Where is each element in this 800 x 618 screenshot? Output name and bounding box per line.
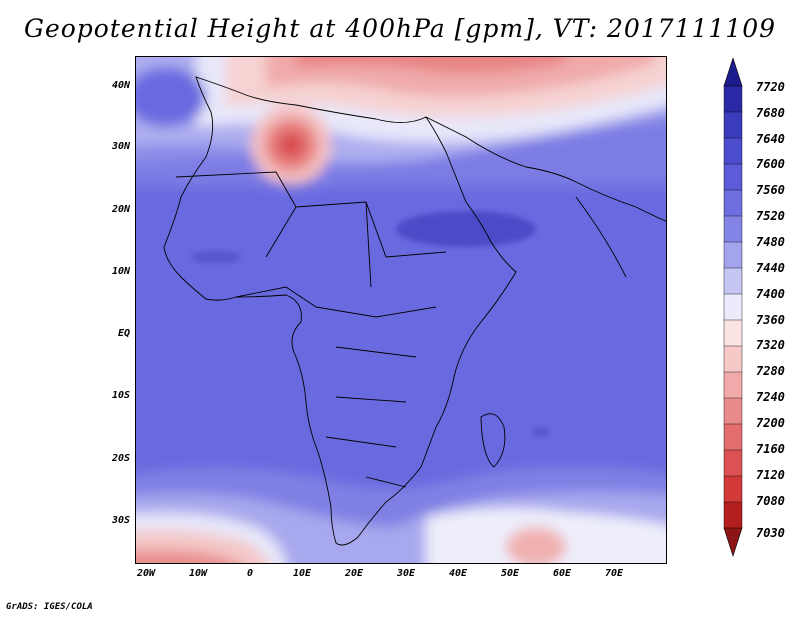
colorbar-label-7320: 7320 [756,338,785,352]
colorbar-label-7200: 7200 [756,416,785,430]
lon-label-70e: 70E [604,568,624,579]
country-borders [175,171,447,488]
field-dark-patches [191,211,549,436]
grads-credit: GrADS: IGES/COLA [6,602,93,612]
colorbar-swatch [723,475,743,503]
lon-label-20w: 20W [136,568,156,579]
colorbar-label-7680: 7680 [756,106,785,120]
colorbar-swatch [723,189,743,217]
colorbar-label-7400: 7400 [756,287,785,301]
geopotential-map [136,57,666,563]
field-south-bands [136,467,666,563]
lon-label-0: 0 [246,568,254,579]
lat-label-20s: 20S [111,453,130,464]
colorbar-label-7160: 7160 [756,442,785,456]
lon-label-30e: 30E [396,568,416,579]
lon-label-60e: 60E [552,568,572,579]
lat-label-40n: 40N [111,80,130,91]
colorbar-label-7640: 7640 [756,132,785,146]
colorbar-swatch [723,241,743,269]
field-north-bands [136,57,666,187]
colorbar-swatch [723,111,743,139]
colorbar-label-7240: 7240 [756,390,785,404]
colorbar-swatch [723,319,743,347]
lat-label-eq: EQ [117,328,130,339]
colorbar-label-7440: 7440 [756,261,785,275]
arabia-coast [425,116,666,222]
colorbar-label-7720: 7720 [756,80,785,94]
lon-label-50e: 50E [500,568,520,579]
india-coast [575,196,627,278]
colorbar-label-7600: 7600 [756,157,785,171]
colorbar-swatch [723,163,743,191]
plot-title: Geopotential Height at 400hPa [gpm], VT:… [23,14,777,43]
colorbar-label-7560: 7560 [756,183,785,197]
colorbar-label-7120: 7120 [756,468,785,482]
lat-label-30s: 30S [111,515,130,526]
africa-outline [163,76,517,546]
colorbar-swatch [723,423,743,451]
colorbar-swatch [723,85,743,113]
lon-label-40e: 40E [448,568,468,579]
madagascar [480,413,506,468]
colorbar-label-7030: 7030 [756,526,785,540]
colorbar-bottom-arrow [723,527,743,557]
colorbar-top-arrow [723,58,743,87]
colorbar-swatch [723,215,743,243]
colorbar-label-7080: 7080 [756,494,785,508]
colorbar-swatch [723,449,743,477]
colorbar-swatch [723,501,743,529]
colorbar-swatch [723,345,743,373]
colorbar-swatch [723,137,743,165]
colorbar-swatch [723,267,743,295]
coastlines [163,76,666,546]
colorbar-swatch [723,397,743,425]
lon-label-10w: 10W [188,568,208,579]
colorbar-label-7480: 7480 [756,235,785,249]
colorbar-label-7360: 7360 [756,313,785,327]
colorbar-label-7280: 7280 [756,364,785,378]
colorbar-swatch [723,371,743,399]
colorbar-label-7520: 7520 [756,209,785,223]
lat-label-20n: 20N [111,204,130,215]
map-panel [135,56,667,564]
lat-label-30n: 30N [111,141,130,152]
lat-label-10n: 10N [111,266,130,277]
lat-label-10s: 10S [111,390,130,401]
colorbar-swatch [723,293,743,321]
colorbar [723,58,743,557]
lon-label-20e: 20E [344,568,364,579]
lon-label-10e: 10E [292,568,312,579]
